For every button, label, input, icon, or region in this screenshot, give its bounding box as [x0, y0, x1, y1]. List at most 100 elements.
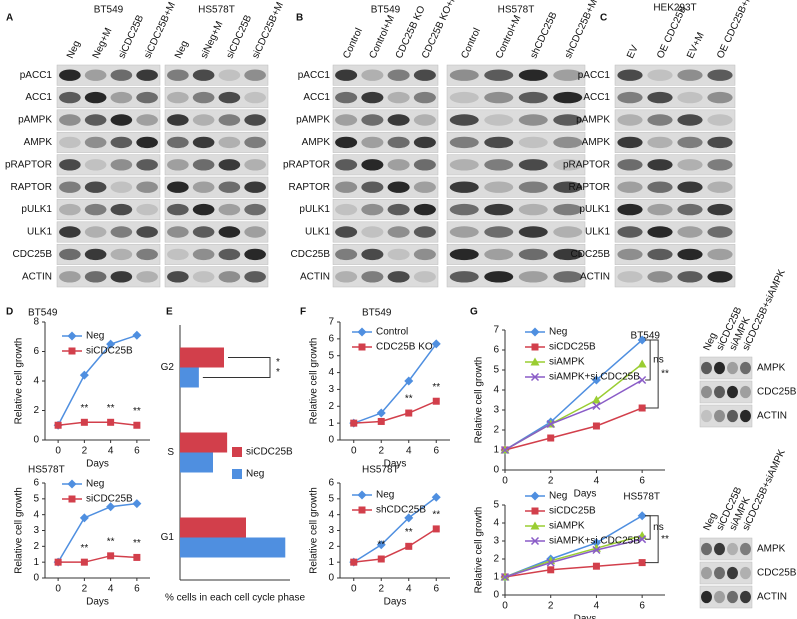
- blot-band: [518, 159, 548, 171]
- blot-row-label: pRAPTOR: [283, 159, 330, 170]
- blot-strip: [614, 199, 736, 221]
- blot-strip: [332, 199, 439, 221]
- blot-band: [218, 271, 241, 283]
- blot-band: [449, 181, 479, 193]
- blot-strip: [332, 64, 439, 86]
- blot-band: [361, 181, 384, 193]
- blot-strip: [56, 131, 161, 153]
- blot-band: [361, 91, 384, 104]
- blot-band: [553, 226, 583, 238]
- data-point: [591, 375, 601, 385]
- y-tick-label: 6: [33, 346, 39, 357]
- significance-label: **: [661, 369, 669, 380]
- blot-band: [449, 248, 479, 261]
- blot-row-label: pRAPTOR: [563, 159, 610, 170]
- blot-row-label: CDC25B: [571, 249, 611, 260]
- blot-band: [617, 159, 643, 171]
- blot-band: [553, 203, 583, 216]
- blot-band: [192, 69, 215, 81]
- bar: [180, 537, 286, 558]
- blot-band: [335, 226, 358, 238]
- blot-band: [707, 91, 733, 104]
- y-tick-label: 5: [493, 500, 499, 511]
- blot-band: [677, 136, 703, 149]
- blot-lane-label: shCDC25B+M: [563, 0, 600, 60]
- y-tick-label: 3: [493, 405, 499, 416]
- data-point: [637, 359, 647, 368]
- data-point: [377, 555, 385, 563]
- blot-band: [518, 248, 548, 261]
- x-tick-label: 4: [594, 476, 600, 487]
- x-axis-label: Days: [384, 459, 407, 470]
- blot-band: [59, 248, 81, 261]
- blot-strip: [332, 221, 439, 243]
- blot-band: [335, 271, 358, 283]
- series-line: [353, 528, 437, 563]
- blot-group-title: BT549: [94, 5, 124, 16]
- blot-strip: [164, 221, 269, 243]
- blot-band: [647, 114, 673, 126]
- blot-band: [84, 114, 107, 126]
- blot-band: [59, 91, 81, 104]
- blot-band: [647, 159, 673, 171]
- blot-strip: [56, 64, 161, 86]
- blot-band: [335, 114, 358, 126]
- blot-band: [647, 181, 673, 193]
- x-tick-label: 6: [134, 446, 140, 457]
- data-point: [591, 538, 601, 548]
- blot-row-label: ACTIN: [22, 271, 52, 282]
- blot-row-label: AMPK: [24, 137, 53, 148]
- blot-band: [553, 181, 583, 193]
- blot-band: [553, 69, 583, 81]
- x-tick-label: 2: [378, 584, 384, 595]
- blot-band: [167, 203, 189, 216]
- series-line: [504, 561, 643, 578]
- blot-band: [413, 226, 436, 238]
- legend-label: siAMPK+si CDC25B: [549, 536, 640, 547]
- y-tick-label: 4: [33, 509, 39, 520]
- blot-band: [387, 181, 410, 193]
- blot-row-label: CDC25B: [757, 568, 797, 579]
- y-tick-label: 1: [493, 572, 499, 583]
- blot-band: [701, 542, 712, 556]
- data-point: [376, 540, 386, 550]
- blot-band: [647, 69, 673, 81]
- blot-band: [110, 248, 133, 261]
- blot-band: [449, 91, 479, 104]
- blot-band: [449, 114, 479, 126]
- y-tick-label: 0: [493, 465, 499, 476]
- blot-band: [701, 361, 712, 375]
- blot-band: [59, 226, 81, 238]
- data-point: [638, 535, 647, 544]
- data-point: [431, 339, 441, 349]
- series-line: [504, 339, 643, 451]
- blot-band: [167, 271, 189, 283]
- data-point: [500, 445, 510, 455]
- bar: [180, 517, 246, 538]
- x-axis-label: Days: [574, 489, 597, 500]
- blot-band: [484, 114, 514, 126]
- panel-label: B: [296, 13, 303, 24]
- blot-band: [727, 409, 738, 423]
- blot-band: [413, 181, 436, 193]
- blot-row-label: pULK1: [299, 204, 330, 215]
- data-point: [79, 370, 89, 380]
- series-line: [57, 334, 138, 426]
- blot-band: [136, 136, 158, 149]
- blot-strip: [332, 87, 439, 109]
- blot-strip: [56, 176, 161, 198]
- chart-title: HS578T: [623, 492, 660, 503]
- blot-band: [59, 69, 81, 81]
- blot-row-label: pACC1: [298, 70, 331, 81]
- blot-band: [707, 226, 733, 238]
- blot-lane-label: siCDC25B+M: [142, 1, 178, 61]
- blot-band: [714, 590, 725, 604]
- blot-band: [449, 226, 479, 238]
- blot-strip: [446, 87, 586, 109]
- series-line: [58, 421, 137, 426]
- significance-label: **: [107, 536, 115, 547]
- y-tick-label: 5: [493, 365, 499, 376]
- blot-band: [361, 159, 384, 171]
- blot-row-label: pAMPK: [296, 115, 330, 126]
